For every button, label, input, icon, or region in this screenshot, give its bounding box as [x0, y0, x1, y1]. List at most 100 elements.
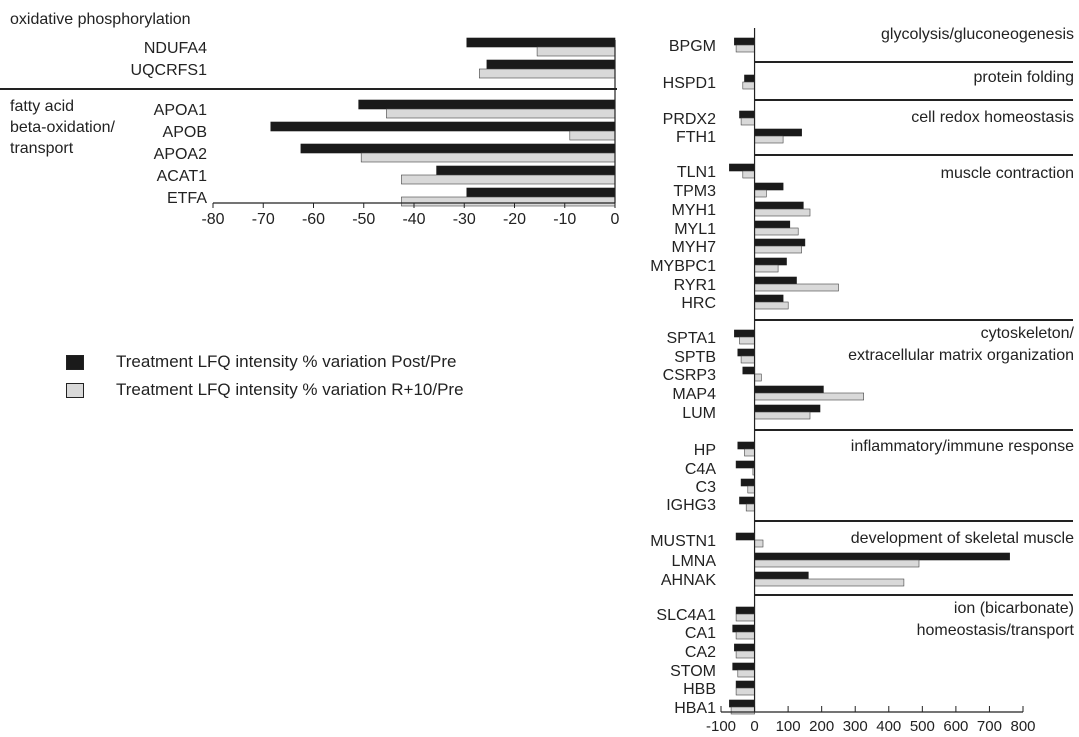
bar-post-myh7: [754, 238, 806, 247]
group-label-right-3-0: muscle contraction: [941, 165, 1074, 182]
protein-label-ryr1: RYR1: [674, 277, 716, 294]
protein-label-prdx2: PRDX2: [663, 111, 716, 128]
group-label-right-0-0: glycolysis/gluconeogenesis: [881, 26, 1074, 43]
left-tick-label--50: -50: [352, 211, 375, 228]
bar-r10-uqcrfs1: [478, 68, 616, 79]
protein-label-mustn1: MUSTN1: [650, 533, 716, 550]
bar-r10-mustn1: [754, 539, 764, 548]
bar-post-tln1: [729, 163, 755, 172]
bar-r10-tln1: [742, 170, 755, 179]
bar-r10-prdx2: [740, 117, 755, 126]
bar-r10-etfa: [401, 196, 616, 207]
group-label-right-6-0: development of skeletal muscle: [851, 530, 1074, 547]
bar-r10-ca1: [735, 631, 755, 640]
group-label-right-2-0: cell redox homeostasis: [911, 109, 1074, 126]
protein-label-apoa1: APOA1: [154, 102, 207, 119]
bar-r10-bpgm: [735, 44, 755, 53]
protein-label-mybpc1: MYBPC1: [650, 258, 716, 275]
left-tick-label--80: -80: [201, 211, 224, 228]
bar-r10-sptb: [740, 355, 755, 364]
group-label-left-1-0: fatty acid: [10, 98, 74, 115]
bar-r10-fth1: [754, 135, 784, 144]
left-tick-label--40: -40: [402, 211, 425, 228]
left-tick-label--70: -70: [252, 211, 275, 228]
group-label-right-7-1: homeostasis/transport: [917, 622, 1075, 639]
bar-r10-ighg3: [745, 503, 755, 512]
bar-r10-myl1: [754, 227, 799, 236]
bar-post-myh1: [754, 201, 804, 210]
protein-label-myh7: MYH7: [672, 239, 717, 256]
bar-r10-myh7: [754, 245, 802, 254]
group-label-left-1-1: beta-oxidation/: [10, 119, 116, 136]
protein-label-c3: C3: [696, 479, 717, 496]
bar-r10-slc4a1: [735, 613, 755, 622]
bar-post-lum: [754, 404, 821, 413]
legend-swatch-r10: [66, 382, 84, 398]
protein-label-hbb: HBB: [683, 681, 716, 698]
legend-item-post: Treatment LFQ intensity % variation Post…: [66, 348, 464, 376]
protein-label-tln1: TLN1: [677, 164, 716, 181]
bar-r10-lum: [754, 411, 811, 420]
legend-item-r10: Treatment LFQ intensity % variation R+10…: [66, 376, 464, 404]
protein-label-ca1: CA1: [685, 625, 716, 642]
bar-r10-hrc: [754, 301, 789, 310]
group-label-right-1-0: protein folding: [973, 69, 1074, 86]
bar-r10-acat1: [401, 174, 616, 185]
protein-label-hrc: HRC: [681, 295, 716, 312]
protein-label-c4a: C4A: [685, 461, 716, 478]
right-tick-label-0: 0: [750, 718, 758, 735]
right-tick-label-400: 400: [876, 718, 901, 735]
protein-label-tpm3: TPM3: [673, 183, 716, 200]
bar-post-uqcrfs1: [486, 59, 616, 70]
bar-r10-ahnak: [754, 578, 905, 587]
bar-r10-stom: [737, 669, 755, 678]
group-label-right-4-1: extracellular matrix organization: [848, 347, 1074, 364]
bar-r10-csrp3: [754, 373, 762, 382]
bar-r10-apob: [569, 130, 616, 141]
protein-label-csrp3: CSRP3: [663, 367, 716, 384]
bar-post-tpm3: [754, 182, 784, 191]
bar-r10-apoa2: [360, 152, 616, 163]
bar-r10-myh1: [754, 208, 811, 217]
protein-label-myl1: MYL1: [674, 221, 716, 238]
bar-post-etfa: [466, 187, 616, 198]
group-label-right-7-0: ion (bicarbonate): [954, 600, 1074, 617]
protein-label-apob: APOB: [163, 124, 207, 141]
protein-label-lum: LUM: [682, 405, 716, 422]
bar-post-bpgm: [734, 37, 755, 46]
bar-post-apoa1: [358, 99, 616, 110]
right-tick-label-100: 100: [776, 718, 801, 735]
bar-post-ahnak: [754, 571, 809, 580]
protein-label-ca2: CA2: [685, 644, 716, 661]
bar-r10-spta1: [739, 336, 755, 345]
bar-post-hp: [737, 441, 755, 450]
left-chart: oxidative phosphorylation NDUFA4 UQCRFS1 fa…: [0, 11, 620, 228]
bar-post-mustn1: [735, 532, 755, 541]
bar-post-apoa2: [300, 143, 616, 154]
bar-r10-hspd1: [742, 81, 755, 90]
right-tick-label--100: -100: [706, 718, 736, 735]
bar-post-sptb: [737, 348, 755, 357]
protein-label-hspd1: HSPD1: [663, 75, 716, 92]
bar-r10-ryr1: [754, 283, 839, 292]
bar-r10-hp: [744, 448, 755, 457]
bar-post-fth1: [754, 128, 802, 137]
legend-label-r10: Treatment LFQ intensity % variation R+10…: [116, 380, 464, 399]
bar-r10-map4: [754, 392, 864, 401]
right-chart: glycolysis/gluconeogenesis BPGM protein fo…: [650, 26, 1074, 735]
bar-post-csrp3: [742, 366, 755, 375]
protein-label-acat1: ACAT1: [157, 168, 207, 185]
bar-r10-hbb: [735, 687, 755, 696]
protein-label-ndufa4: NDUFA4: [144, 40, 207, 57]
left-tick-label-0: 0: [611, 211, 620, 228]
right-tick-label-600: 600: [943, 718, 968, 735]
bar-post-ca2: [734, 643, 755, 652]
right-tick-label-200: 200: [809, 718, 834, 735]
bar-post-ighg3: [739, 496, 755, 505]
bar-post-lmna: [754, 552, 1010, 561]
legend: Treatment LFQ intensity % variation Post…: [66, 348, 464, 404]
right-tick-label-700: 700: [977, 718, 1002, 735]
protein-label-hp: HP: [694, 442, 716, 459]
protein-label-map4: MAP4: [672, 386, 716, 403]
